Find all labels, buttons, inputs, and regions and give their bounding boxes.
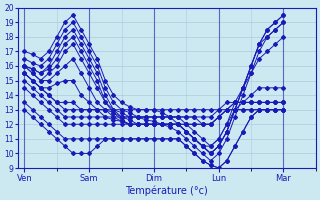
X-axis label: Température (°c): Température (°c) xyxy=(125,185,208,196)
